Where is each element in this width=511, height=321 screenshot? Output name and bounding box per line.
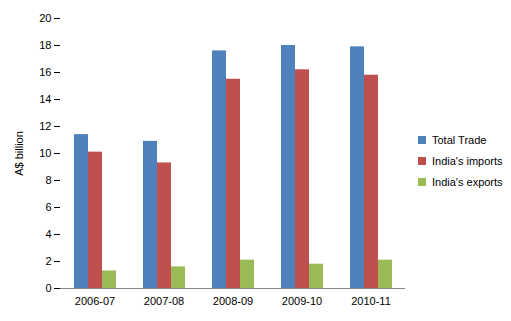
svg-text:8: 8: [45, 174, 51, 186]
svg-text:2008-09: 2008-09: [213, 295, 253, 307]
svg-text:2007-08: 2007-08: [144, 295, 184, 307]
svg-text:20: 20: [39, 12, 51, 24]
svg-text:10: 10: [39, 147, 51, 159]
svg-text:4: 4: [45, 228, 51, 240]
svg-text:A$ billion: A$ billion: [13, 131, 25, 176]
svg-text:14: 14: [39, 93, 51, 105]
html-text:India's exports: India's exports: [432, 175, 503, 188]
svg-text:0: 0: [45, 282, 51, 294]
svg-text:12: 12: [39, 120, 51, 132]
html-text:India's imports: India's imports: [432, 154, 503, 167]
svg-text:18: 18: [39, 39, 51, 51]
svg-text:2010-11: 2010-11: [351, 295, 391, 307]
svg-text:2009-10: 2009-10: [282, 295, 322, 307]
html-text:Total Trade: Total Trade: [432, 133, 487, 146]
svg-text:6: 6: [45, 201, 51, 213]
svg-text:2006-07: 2006-07: [75, 295, 115, 307]
svg-text:16: 16: [39, 66, 51, 78]
svg-text:2: 2: [45, 255, 51, 267]
